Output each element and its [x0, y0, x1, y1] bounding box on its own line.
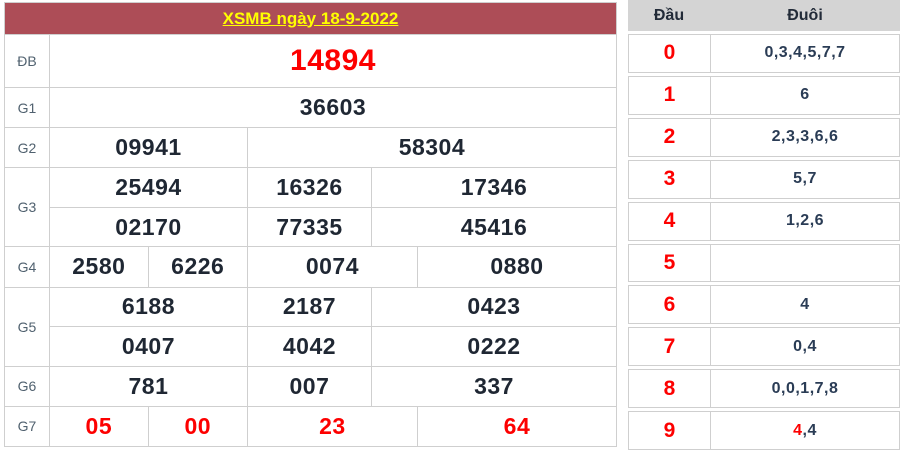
prize-label-g4: G4: [17, 258, 37, 275]
prize-row-g3: G3 25494 16326 17346 02170 77335 45416: [5, 167, 616, 247]
tail-values: 1,2,6: [711, 203, 899, 240]
tail-values-text: 6: [800, 86, 810, 104]
head-tail-row: 0 0,3,4,5,7,7: [628, 34, 900, 73]
head-tail-row: 6 4: [628, 285, 900, 325]
head-tail-row: 8 0,0,1,7,8: [628, 369, 900, 409]
tail-values-text: 0,0,1,7,8: [771, 379, 839, 397]
tail-values-text: ,4: [802, 421, 817, 439]
results-title-bar: XSMB ngày 18-9-2022: [5, 3, 616, 34]
prize-row-g4: G4 2580 6226 0074 0880: [5, 246, 616, 287]
prize-label-g3: G3: [17, 199, 37, 216]
tail-values: 2,3,3,6,6: [711, 119, 899, 156]
prize-row-g6: G6 781 007 337: [5, 365, 616, 406]
results-table: XSMB ngày 18-9-2022 ĐB 14894 G1 36603 G2…: [4, 2, 617, 447]
head-digit: 8: [629, 370, 711, 408]
tail-values: 6: [711, 77, 899, 114]
prize-label-g2: G2: [17, 139, 37, 156]
prize-value: 17346: [371, 168, 616, 207]
prize-label-g6: G6: [17, 378, 37, 395]
tail-values: 5,7: [711, 161, 899, 198]
prize-value: 00: [147, 406, 247, 446]
prize-value: 58304: [246, 128, 616, 168]
prize-row-db: ĐB 14894: [5, 34, 616, 87]
prize-row-g1: G1 36603: [5, 87, 616, 128]
prize-value-db: 14894: [49, 35, 616, 87]
head-column-header: Đầu: [653, 6, 685, 24]
head-digit: 1: [629, 76, 711, 114]
results-title-link[interactable]: XSMB ngày 18-9-2022: [222, 8, 399, 28]
tail-column-header: Đuôi: [787, 6, 823, 24]
tail-values: 0,3,4,5,7,7: [711, 35, 899, 72]
tail-values-highlight: 4: [793, 421, 803, 439]
tail-values-text: 4: [800, 295, 810, 313]
prize-value: 23: [246, 406, 417, 446]
prize-value: 4042: [246, 327, 371, 366]
prize-label-g7: G7: [17, 418, 37, 435]
prize-value: 0880: [416, 247, 616, 287]
prize-value: 2187: [246, 287, 371, 327]
tail-values-text: 0,3,4,5,7,7: [764, 44, 846, 62]
prize-value: 0222: [371, 327, 616, 366]
prize-value: 02170: [49, 207, 247, 247]
prize-value: 2580: [49, 247, 148, 287]
prize-value: 25494: [49, 168, 247, 207]
prize-value: 64: [416, 406, 616, 446]
head-tail-row: 1 6: [628, 75, 900, 115]
prize-value: 05: [49, 406, 148, 446]
prize-label-g1: G1: [17, 99, 37, 116]
tail-values-text: 5,7: [793, 170, 817, 188]
head-tail-row: 3 5,7: [628, 159, 900, 199]
prize-value: 45416: [371, 207, 616, 247]
prize-value: 007: [246, 366, 371, 406]
head-digit: 3: [629, 160, 711, 198]
tail-values-text: 2,3,3,6,6: [771, 128, 839, 146]
prize-value: 36603: [49, 88, 616, 128]
head-digit: 2: [629, 118, 711, 156]
head-tail-row: 7 0,4: [628, 327, 900, 367]
head-digit: 5: [629, 244, 711, 282]
prize-row-g7: G7 05 00 23 64: [5, 405, 616, 446]
prize-value: 6188: [49, 287, 247, 327]
prize-label-db: ĐB: [17, 53, 37, 69]
prize-value: 0407: [49, 327, 247, 366]
prize-value: 09941: [49, 128, 247, 168]
tail-values: 0,4: [711, 328, 899, 365]
head-digit: 6: [629, 286, 711, 324]
prize-value: 16326: [246, 168, 371, 207]
head-tail-table: Đầu Đuôi 0 0,3,4,5,7,7 1 6 2 2,3,3,6,6 3…: [628, 0, 900, 450]
head-digit: 4: [629, 202, 711, 240]
tail-values: 4,4: [711, 412, 899, 449]
tail-values: 4: [711, 286, 899, 323]
head-tail-row: 4 1,2,6: [628, 201, 900, 241]
prize-row-g2: G2 09941 58304: [5, 127, 616, 168]
head-digit: 0: [629, 35, 711, 72]
prize-row-g5: G5 6188 2187 0423 0407 4042 0222: [5, 286, 616, 366]
prize-value: 337: [371, 366, 616, 406]
head-tail-row: 2 2,3,3,6,6: [628, 117, 900, 157]
prize-value: 781: [49, 366, 247, 406]
prize-value: 0074: [246, 247, 417, 287]
head-digit: 9: [629, 412, 711, 450]
tail-values-text: 0,4: [793, 337, 817, 355]
head-digit: 7: [629, 328, 711, 366]
head-tail-row: 9 4,4: [628, 411, 900, 450]
prize-value: 77335: [246, 207, 371, 247]
head-tail-header: Đầu Đuôi: [628, 0, 900, 31]
tail-values: 0,0,1,7,8: [711, 370, 899, 407]
tail-values: [711, 245, 899, 282]
tail-values-text: 1,2,6: [785, 212, 825, 230]
prize-value: 6226: [147, 247, 247, 287]
head-tail-row: 5: [628, 243, 900, 283]
prize-label-g5: G5: [17, 318, 37, 335]
prize-value: 0423: [371, 287, 616, 327]
